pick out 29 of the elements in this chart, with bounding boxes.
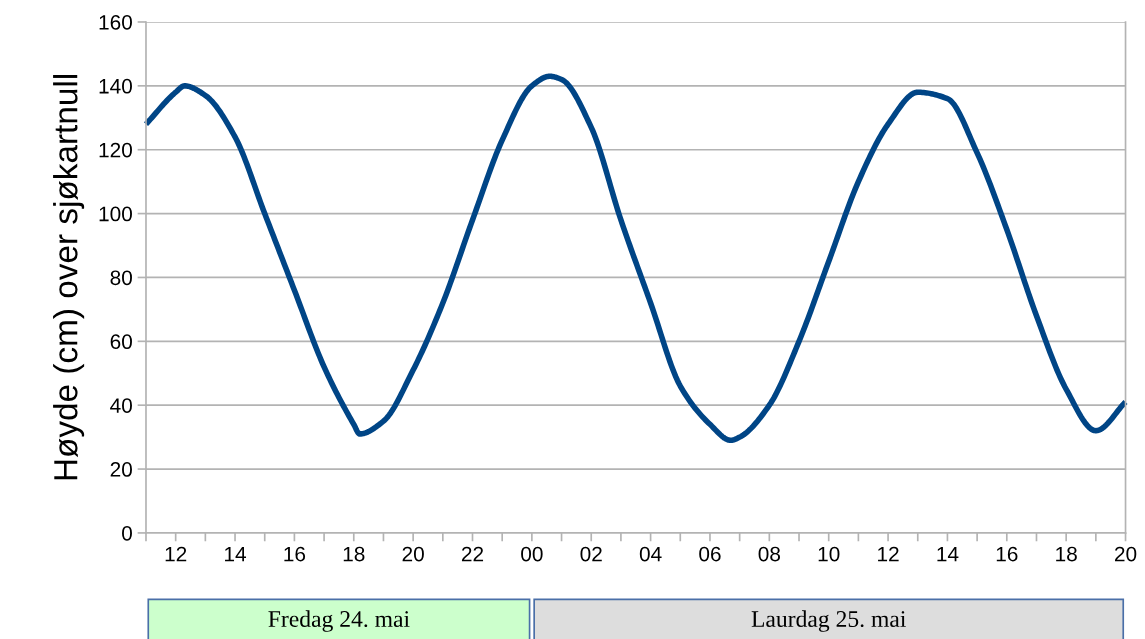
y-tick-label: 140 [99,78,132,94]
x-tick-label: 12 [878,546,899,562]
x-tick-label: 08 [758,546,781,562]
y-tick-label: 20 [110,462,132,477]
y-tick-label: 80 [110,270,132,286]
y-tick-label: 120 [99,142,132,158]
x-tick-label: 06 [699,546,721,562]
y-tick-label: 160 [99,14,132,30]
x-tick-label: 10 [818,546,840,562]
x-tick-label: 12 [165,546,187,562]
y-tick-label: 60 [110,334,132,350]
x-tick-label: 00 [521,546,543,562]
x-tick-label: 22 [461,546,484,562]
x-tick-label: 04 [639,546,662,562]
y-tick-label: 40 [110,398,132,413]
x-tick-label: 16 [996,546,1018,562]
x-tick-label: 18 [343,546,365,562]
x-tick-label: 20 [1115,546,1137,562]
x-tick-label: 16 [284,546,306,562]
y-axis-title: Høyde (cm) over sjøkartnull [53,75,85,480]
x-tick-label: 20 [402,546,424,562]
y-tick-label: 100 [99,206,132,222]
y-tick-label: 0 [122,525,132,541]
x-tick-label: 02 [580,546,602,562]
x-tick-label: 14 [937,546,959,562]
text: Laurdag 25. mai [751,610,906,632]
x-tick-label: 18 [1056,546,1077,562]
x-tick-label: 14 [225,546,247,562]
text: Fredag 24. mai [268,610,410,632]
